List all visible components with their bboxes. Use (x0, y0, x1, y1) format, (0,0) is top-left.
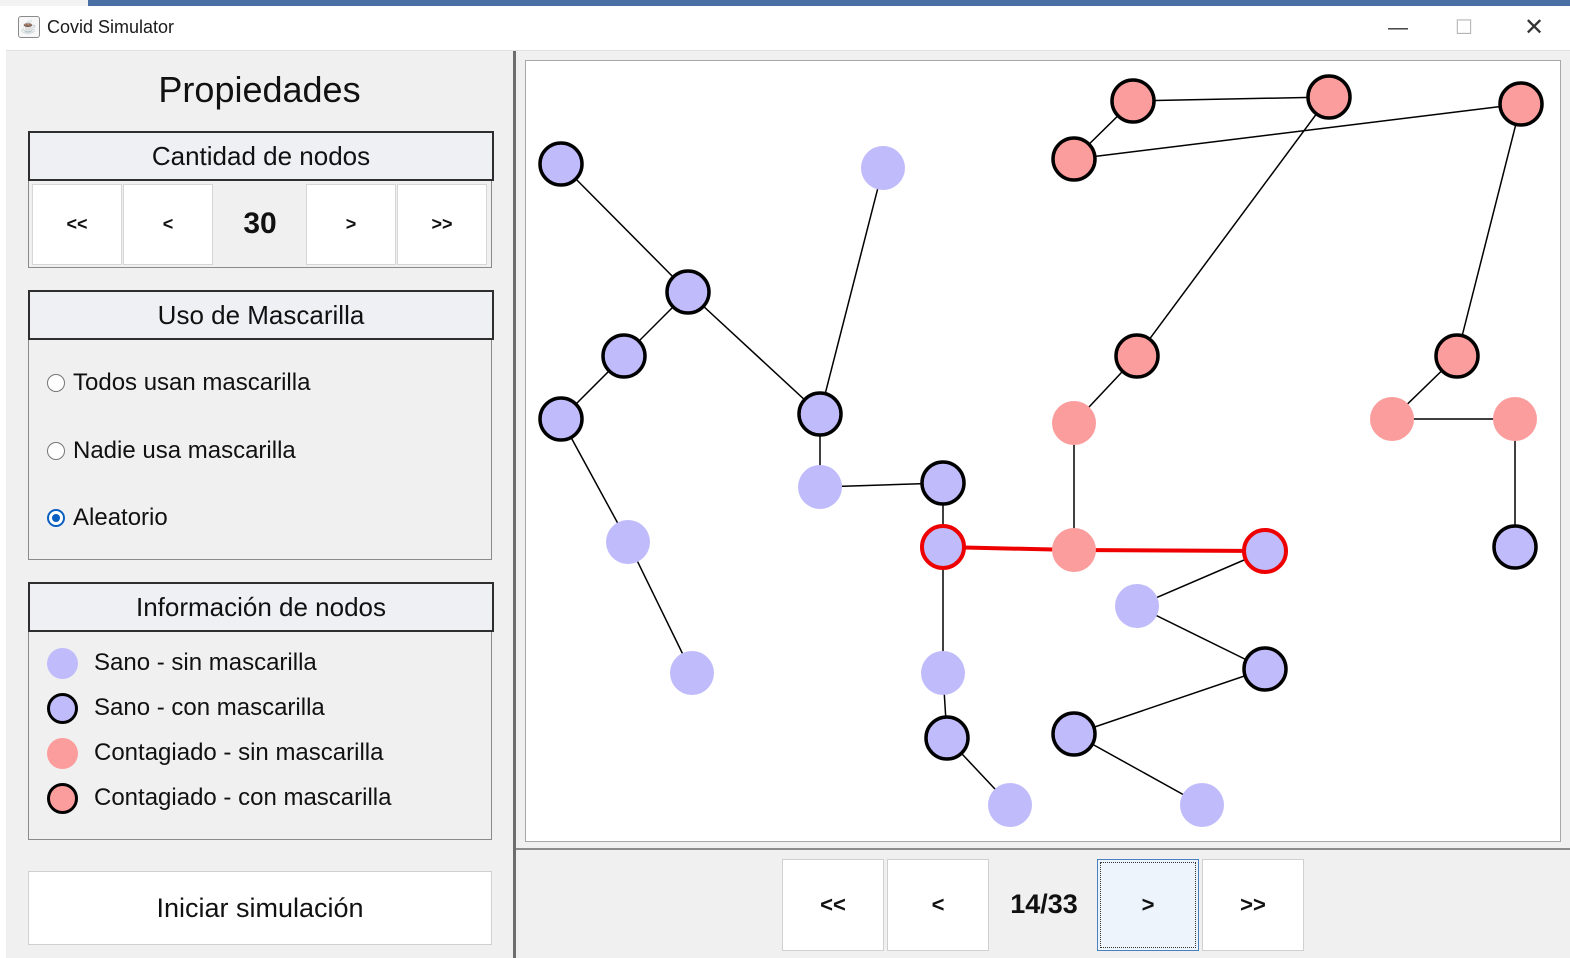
app-window: ☕ Covid Simulator — ☐ ✕ Propiedades Cant… (6, 6, 1570, 958)
graph-node-n28 (1370, 397, 1414, 441)
legend-label: Sano - sin mascarilla (94, 649, 317, 676)
desktop-taskbar-strip (88, 0, 1570, 6)
radio-label: Todos usan mascarilla (73, 369, 311, 396)
node-count-last-button[interactable]: >> (397, 184, 487, 265)
node-count-next-button[interactable]: > (306, 184, 396, 265)
radio-no-masks[interactable]: Nadie usa mascarilla (47, 436, 296, 466)
minimize-button[interactable]: — (1388, 17, 1408, 39)
sim-first-button[interactable]: << (782, 859, 884, 951)
legend-label: Sano - con mascarilla (94, 694, 325, 721)
graph-node-n6 (606, 520, 650, 564)
healthy-node-icon (47, 647, 78, 679)
graph-node-n19 (1114, 333, 1160, 379)
graph-edge (1073, 103, 1522, 160)
desktop-background (0, 0, 1570, 6)
radio-all-masks[interactable]: Todos usan mascarilla (47, 368, 310, 398)
legend-infected-no-mask: Contagiado - sin mascarilla (47, 735, 383, 771)
graph-edge (560, 163, 689, 293)
graph-node-n24 (1242, 646, 1288, 692)
graph-node-n9 (798, 465, 842, 509)
simulation-area (516, 51, 1570, 848)
radio-label: Aleatorio (73, 504, 168, 531)
radio-label: Nadie usa mascarilla (73, 437, 296, 464)
graph-edge (1136, 96, 1330, 357)
graph-edge (1136, 605, 1266, 670)
java-cup-icon: ☕ (18, 16, 40, 38)
sim-next-button[interactable]: > (1097, 859, 1199, 951)
graph-edge (560, 418, 629, 543)
node-count-stepper: << < 30 > >> (28, 181, 492, 268)
radio-button[interactable] (47, 374, 65, 392)
graph-node-n22 (1242, 528, 1288, 574)
properties-panel: Propiedades Cantidad de nodos << < 30 > … (6, 51, 513, 958)
graph-node-n15 (1110, 78, 1156, 124)
sim-last-button[interactable]: >> (1202, 859, 1304, 951)
legend-label: Contagiado - con mascarilla (94, 784, 392, 811)
graph-node-n4 (601, 333, 647, 379)
graph-node-n20 (1052, 401, 1096, 445)
graph-node-n12 (921, 651, 965, 695)
graph-edge (1456, 103, 1522, 357)
graph-node-n17 (1051, 136, 1097, 182)
mask-usage-options: Todos usan mascarilla Nadie usa mascaril… (28, 340, 492, 560)
graph-node-n13 (924, 715, 970, 761)
graph-node-n23 (1115, 584, 1159, 628)
sim-step-counter: 14/33 (1010, 889, 1078, 919)
graph-node-n8 (797, 391, 843, 437)
node-count-header: Cantidad de nodos (28, 131, 494, 181)
infected-masked-node-icon (47, 782, 78, 814)
node-info-header: Información de nodos (28, 582, 494, 632)
infected-node-icon (47, 737, 78, 769)
node-count-first-button[interactable]: << (32, 184, 122, 265)
legend-label: Contagiado - sin mascarilla (94, 739, 384, 766)
legend-healthy-no-mask: Sano - sin mascarilla (47, 645, 317, 681)
legend-healthy-mask: Sano - con mascarilla (47, 690, 325, 726)
node-count-value: 30 (243, 207, 277, 240)
graph-node-n21 (1052, 528, 1096, 572)
radio-button-selected[interactable] (47, 509, 65, 527)
window-title: Covid Simulator (47, 17, 175, 37)
node-count-prev-button[interactable]: < (123, 184, 213, 265)
graph-node-n16 (1306, 74, 1352, 120)
graph-edge (1132, 96, 1330, 102)
mask-usage-header: Uso de Mascarilla (28, 290, 494, 340)
sim-prev-button[interactable]: < (887, 859, 989, 951)
graph-node-n25 (1051, 711, 1097, 757)
graph-node-n10 (920, 460, 966, 506)
graph-node-n1 (538, 141, 584, 187)
title-bar[interactable]: ☕ Covid Simulator — ☐ ✕ (6, 6, 1570, 51)
graph-edge (1136, 550, 1266, 607)
graph-node-n26 (1180, 783, 1224, 827)
start-simulation-button[interactable]: Iniciar simulación (28, 871, 492, 945)
graph-node-n5 (538, 396, 584, 442)
network-graph (538, 74, 1544, 827)
graph-node-n27 (1434, 333, 1480, 379)
radio-button[interactable] (47, 442, 65, 460)
graph-edge (1073, 733, 1203, 806)
graph-edge (627, 541, 693, 674)
panel-divider[interactable] (513, 51, 516, 958)
graph-node-n29 (1493, 397, 1537, 441)
graph-node-n18 (1498, 81, 1544, 127)
infection-edge (1073, 548, 1266, 553)
panel-title: Propiedades (158, 69, 361, 110)
graph-edge (819, 167, 884, 415)
maximize-button[interactable]: ☐ (1455, 17, 1473, 39)
nav-separator (516, 848, 1570, 850)
legend-infected-mask: Contagiado - con mascarilla (47, 780, 391, 816)
graph-node-n14 (988, 783, 1032, 827)
graph-node-n7 (670, 651, 714, 695)
graph-node-n3 (665, 269, 711, 315)
close-button[interactable]: ✕ (1523, 14, 1545, 41)
graph-node-n11 (920, 524, 966, 570)
node-legend: Sano - sin mascarilla Sano - con mascari… (28, 632, 492, 840)
graph-canvas (525, 60, 1561, 842)
graph-edge (687, 291, 821, 415)
radio-random[interactable]: Aleatorio (47, 503, 168, 533)
graph-node-n30 (1492, 524, 1538, 570)
graph-edge (1073, 668, 1266, 735)
graph-node-n2 (861, 146, 905, 190)
healthy-masked-node-icon (47, 692, 78, 724)
